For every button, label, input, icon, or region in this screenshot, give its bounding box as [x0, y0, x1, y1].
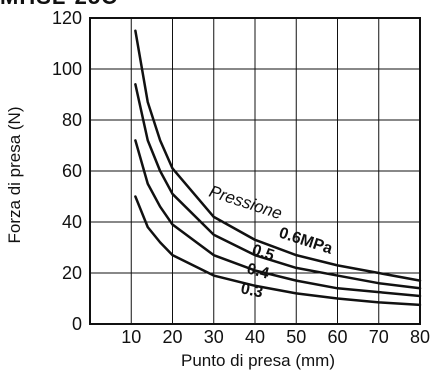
x-tick-label: 60: [327, 327, 347, 347]
y-tick-label: 0: [72, 314, 82, 334]
y-tick-label: 20: [62, 263, 82, 283]
y-tick-label: 60: [62, 161, 82, 181]
x-tick-label: 80: [410, 327, 430, 347]
y-tick-label: 40: [62, 212, 82, 232]
y-tick-label: 100: [52, 59, 82, 79]
x-tick-label: 40: [245, 327, 265, 347]
y-tick-label: 120: [52, 8, 82, 28]
x-axis-label: Punto di presa (mm): [181, 351, 335, 370]
y-tick-label: 80: [62, 110, 82, 130]
x-tick-label: 50: [286, 327, 306, 347]
y-axis-label: Forza di presa (N): [5, 107, 24, 244]
x-tick-label: 70: [369, 327, 389, 347]
x-tick-label: 10: [121, 327, 141, 347]
x-tick-label: 20: [162, 327, 182, 347]
x-tick-label: 30: [204, 327, 224, 347]
chart-header-fragment: MHSL-25C: [0, 0, 118, 10]
